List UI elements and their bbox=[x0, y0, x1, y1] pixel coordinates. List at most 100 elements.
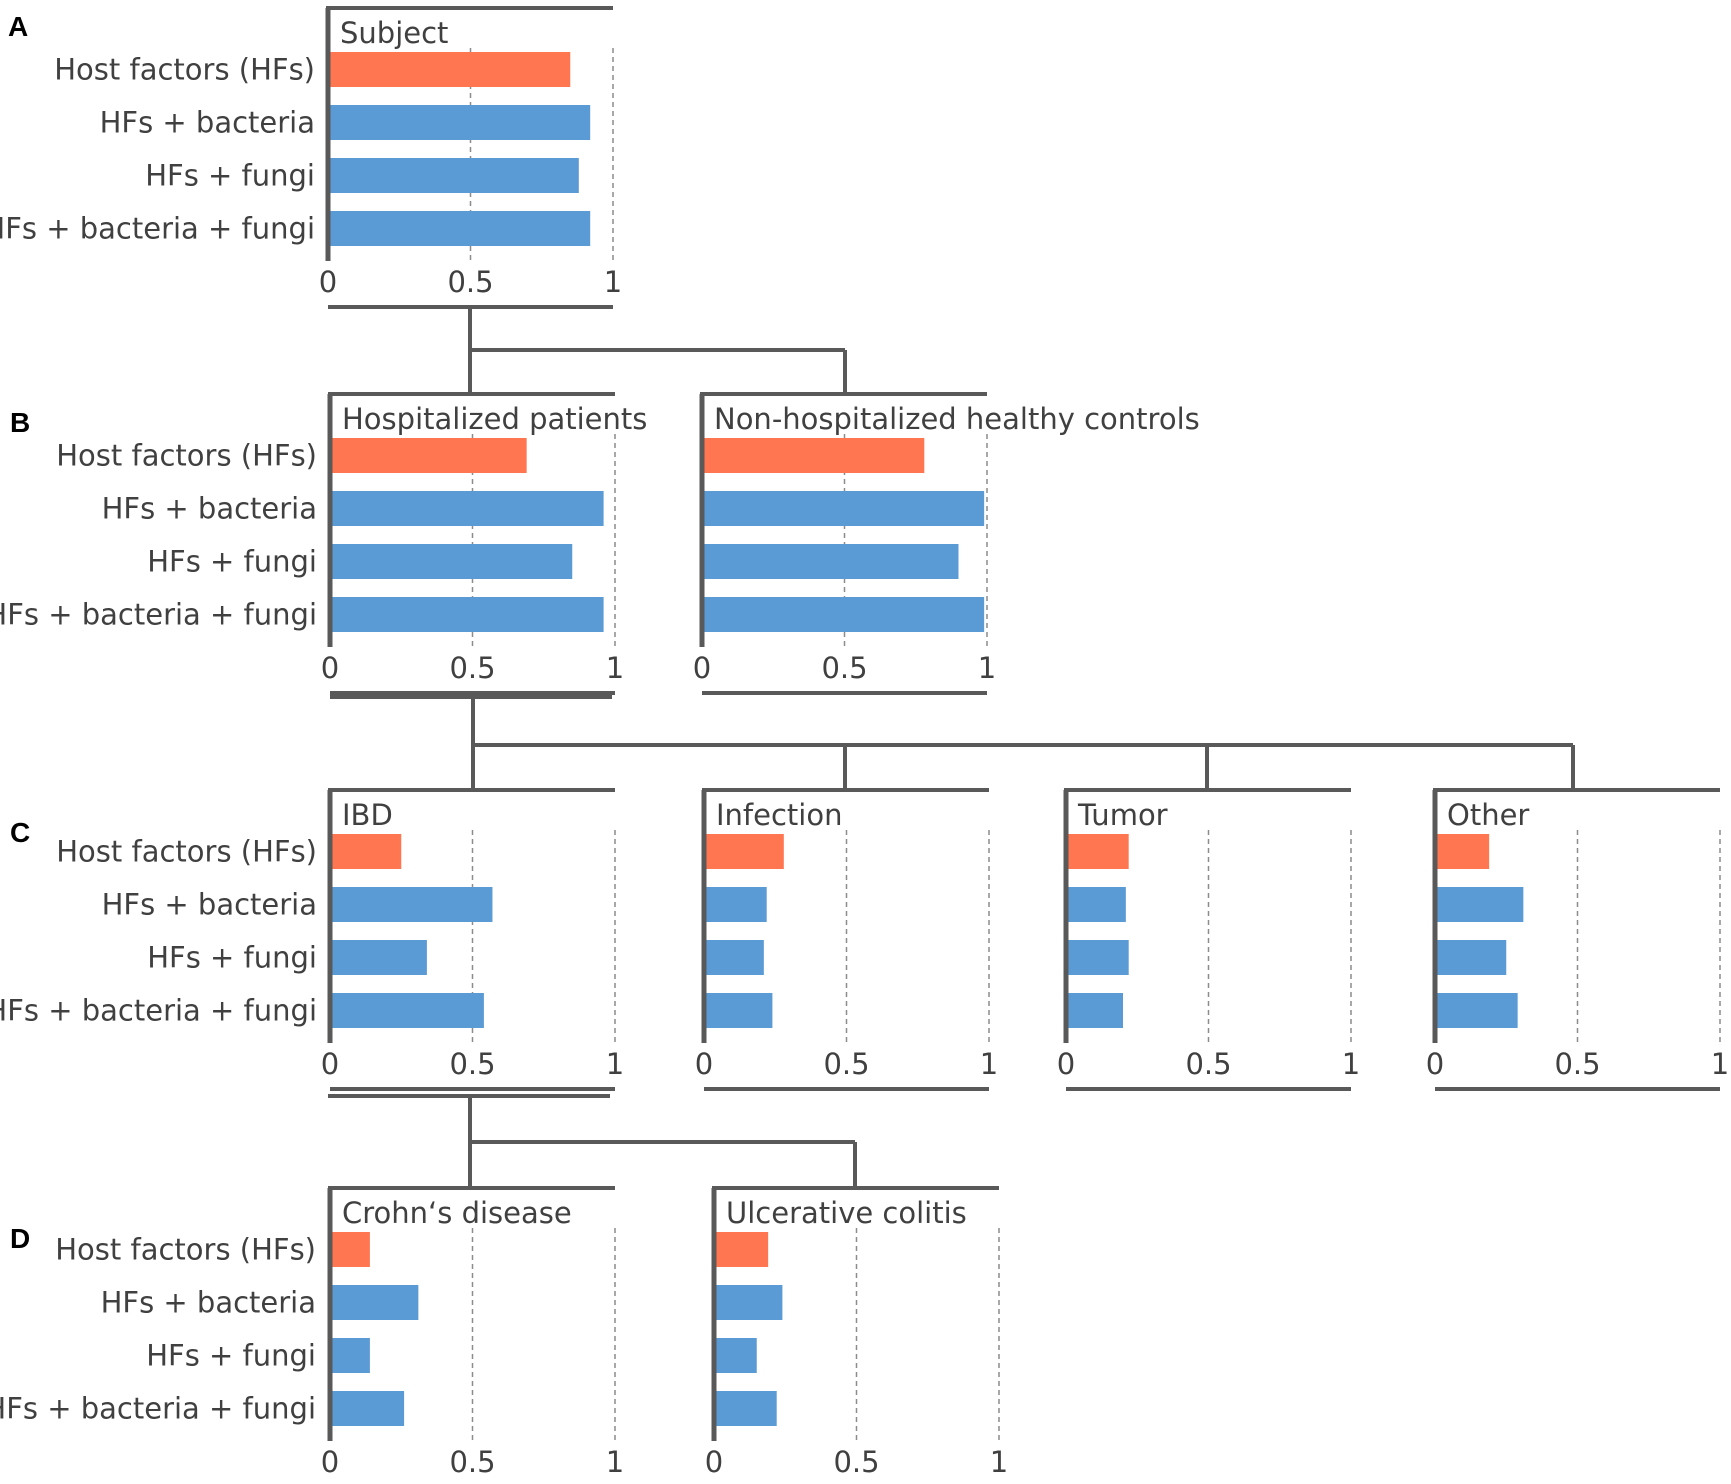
category-label: HFs + fungi bbox=[145, 159, 315, 193]
x-tick-label: 0 bbox=[321, 651, 339, 685]
x-tick-label: 0.5 bbox=[1554, 1047, 1600, 1081]
panel-letter-d: D bbox=[10, 1223, 30, 1254]
bar-host-factors bbox=[702, 438, 925, 473]
category-label: HFs + bacteria + fungi bbox=[0, 212, 315, 246]
bar-combined bbox=[330, 940, 427, 975]
x-tick-label: 1 bbox=[1711, 1047, 1729, 1081]
category-label: Host factors (HFs) bbox=[55, 1233, 316, 1267]
chart-title: Ulcerative colitis bbox=[726, 1196, 967, 1230]
category-label: HFs + bacteria bbox=[102, 888, 317, 922]
chart-title: Other bbox=[1447, 798, 1529, 832]
bar-combined bbox=[328, 105, 591, 140]
bar-combined bbox=[1435, 993, 1518, 1028]
x-tick-label: 0 bbox=[321, 1047, 339, 1081]
bar-combined bbox=[1435, 887, 1524, 922]
chart-other: Other 0 0.5 1 bbox=[1426, 788, 1729, 1091]
category-label: Host factors (HFs) bbox=[56, 835, 317, 869]
bar-combined bbox=[330, 1338, 370, 1373]
category-label: HFs + bacteria bbox=[100, 106, 315, 140]
category-label: HFs + bacteria + fungi bbox=[0, 598, 317, 632]
x-tick-label: 0.5 bbox=[449, 651, 495, 685]
bar-combined bbox=[330, 993, 484, 1028]
x-tick-label: 1 bbox=[604, 265, 622, 299]
chart-ibd: IBD Host factors (HFs) HFs + bacteria HFs +… bbox=[0, 788, 624, 1091]
bar-host-factors bbox=[330, 834, 402, 869]
chart-nonhospitalized: Non-hospitalized healthy controls 0 0.5 1 bbox=[693, 392, 1200, 695]
bar-combined bbox=[704, 887, 767, 922]
x-tick-label: 0 bbox=[705, 1445, 723, 1479]
x-tick-label: 1 bbox=[978, 651, 996, 685]
x-tick-label: 0.5 bbox=[449, 1445, 495, 1479]
chart-title: Subject bbox=[340, 16, 448, 50]
x-tick-label: 0 bbox=[321, 1445, 339, 1479]
bar-host-factors bbox=[328, 52, 571, 87]
x-tick-label: 0.5 bbox=[1185, 1047, 1231, 1081]
x-tick-label: 0 bbox=[693, 651, 711, 685]
chart-title: IBD bbox=[342, 798, 393, 832]
x-tick-label: 1 bbox=[990, 1445, 1008, 1479]
bar-combined bbox=[330, 1285, 419, 1320]
category-label: HFs + fungi bbox=[147, 545, 317, 579]
chart-crohns: Crohn‘s disease Host factors (HFs) HFs + b… bbox=[0, 1186, 624, 1479]
x-tick-label: 1 bbox=[606, 1445, 624, 1479]
bar-host-factors bbox=[330, 438, 527, 473]
bar-combined bbox=[714, 1391, 777, 1426]
x-tick-label: 0.5 bbox=[833, 1445, 879, 1479]
chart-infection: Infection 0 0.5 1 bbox=[695, 788, 998, 1091]
bar-host-factors bbox=[714, 1232, 769, 1267]
bar-combined bbox=[328, 158, 579, 193]
bar-host-factors bbox=[1066, 834, 1129, 869]
bar-combined bbox=[330, 491, 604, 526]
bar-combined bbox=[702, 491, 985, 526]
x-tick-label: 0.5 bbox=[447, 265, 493, 299]
bar-combined bbox=[702, 544, 959, 579]
category-label: Host factors (HFs) bbox=[56, 439, 317, 473]
chart-title: Infection bbox=[716, 798, 842, 832]
category-label: HFs + bacteria bbox=[102, 492, 317, 526]
bar-host-factors bbox=[704, 834, 784, 869]
x-tick-label: 0 bbox=[1057, 1047, 1075, 1081]
bar-combined bbox=[1066, 940, 1129, 975]
bar-combined bbox=[704, 993, 773, 1028]
panel-letter-b: B bbox=[10, 407, 30, 438]
x-tick-label: 0 bbox=[1426, 1047, 1444, 1081]
bar-combined bbox=[330, 544, 573, 579]
chart-title: Non-hospitalized healthy controls bbox=[714, 402, 1200, 436]
hierarchy-connectors bbox=[328, 305, 1575, 1188]
panel-letter-a: A bbox=[8, 11, 28, 42]
category-label: HFs + bacteria + fungi bbox=[0, 1392, 316, 1426]
x-tick-label: 0.5 bbox=[449, 1047, 495, 1081]
bar-combined bbox=[714, 1285, 783, 1320]
bar-combined bbox=[1066, 993, 1123, 1028]
category-label: HFs + bacteria + fungi bbox=[0, 994, 317, 1028]
bar-combined bbox=[328, 211, 591, 246]
bar-combined bbox=[702, 597, 985, 632]
bar-combined bbox=[330, 1391, 405, 1426]
x-tick-label: 1 bbox=[606, 1047, 624, 1081]
category-label: HFs + fungi bbox=[147, 941, 317, 975]
bar-combined bbox=[714, 1338, 757, 1373]
bar-host-factors bbox=[1435, 834, 1490, 869]
category-label: HFs + bacteria bbox=[101, 1286, 316, 1320]
bar-combined bbox=[1066, 887, 1126, 922]
x-tick-label: 1 bbox=[980, 1047, 998, 1081]
bar-combined bbox=[330, 887, 493, 922]
x-tick-label: 0 bbox=[319, 265, 337, 299]
bar-host-factors bbox=[330, 1232, 370, 1267]
chart-hospitalized: Hospitalized patients Host factors (HFs) H… bbox=[0, 392, 647, 695]
chart-title: Crohn‘s disease bbox=[342, 1196, 572, 1230]
bar-combined bbox=[704, 940, 764, 975]
chart-title: Tumor bbox=[1077, 798, 1168, 832]
x-tick-label: 0 bbox=[695, 1047, 713, 1081]
x-tick-label: 1 bbox=[606, 651, 624, 685]
bar-combined bbox=[330, 597, 604, 632]
chart-subject: Subject Host factors (HFs) HFs + bacteria H… bbox=[0, 6, 622, 309]
x-tick-label: 0.5 bbox=[821, 651, 867, 685]
bar-combined bbox=[1435, 940, 1507, 975]
chart-uc: Ulcerative colitis 0 0.5 1 bbox=[705, 1186, 1008, 1479]
panel-letter-c: C bbox=[10, 817, 30, 848]
category-label: Host factors (HFs) bbox=[54, 53, 315, 87]
category-label: HFs + fungi bbox=[146, 1339, 316, 1373]
